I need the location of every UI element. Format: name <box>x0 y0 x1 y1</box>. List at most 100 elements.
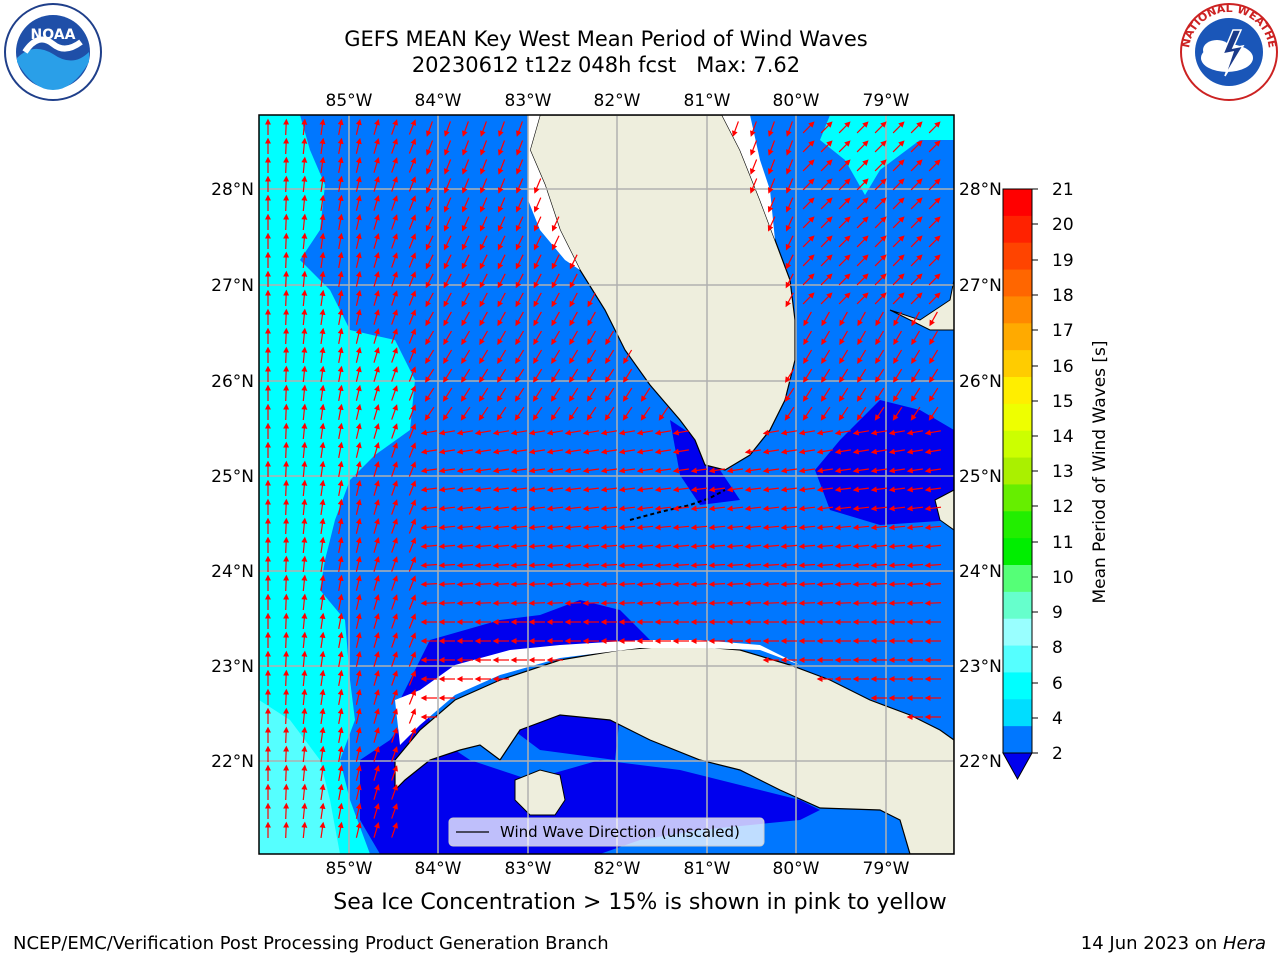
wave-direction-arrow <box>283 156 290 174</box>
wave-direction-arrow <box>373 176 380 192</box>
wave-direction-arrow <box>546 486 563 493</box>
wave-direction-arrow <box>319 517 326 534</box>
wave-direction-arrow <box>438 562 456 569</box>
wave-direction-arrow <box>654 448 671 455</box>
wave-direction-arrow <box>479 235 488 251</box>
wave-direction-arrow <box>408 119 417 135</box>
wave-direction-arrow <box>564 467 581 474</box>
wave-direction-arrow <box>834 505 852 512</box>
wave-direction-arrow <box>479 349 489 365</box>
map-frame <box>258 114 955 855</box>
wave-direction-arrow <box>283 536 290 554</box>
wave-direction-arrow <box>319 365 326 382</box>
wave-direction-arrow <box>460 387 471 402</box>
wave-direction-arrow <box>892 273 905 286</box>
wave-direction-arrow <box>492 543 510 550</box>
wave-direction-arrow <box>355 327 362 344</box>
wave-direction-arrow <box>893 330 903 346</box>
wave-direction-arrow <box>319 669 326 686</box>
wave-direction-arrow <box>515 159 524 175</box>
wave-direction-arrow <box>928 178 941 191</box>
wave-direction-arrow <box>708 486 725 493</box>
wave-direction-arrow <box>533 368 543 383</box>
noaa-logo: NOAA <box>4 3 102 101</box>
wave-direction-arrow <box>690 600 708 607</box>
wave-direction-arrow <box>928 197 941 210</box>
wave-direction-arrow <box>838 121 851 134</box>
wave-direction-arrow <box>420 505 438 512</box>
wave-direction-arrow <box>497 254 506 270</box>
wave-direction-arrow <box>924 505 942 512</box>
colorbar-segment <box>1003 565 1032 593</box>
wave-direction-arrow <box>355 422 362 439</box>
wave-direction-arrow <box>546 448 563 455</box>
wave-direction-arrow <box>892 140 905 153</box>
wave-direction-arrow <box>852 543 870 550</box>
colorbar-tick-label: 21 <box>1052 180 1074 200</box>
wave-direction-arrow <box>496 387 507 402</box>
wave-direction-arrow <box>551 330 561 346</box>
wave-direction-arrow <box>301 536 308 554</box>
wave-direction-arrow <box>785 178 794 194</box>
wave-direction-arrow <box>528 448 545 455</box>
wave-direction-arrow <box>391 556 398 572</box>
wave-direction-arrow <box>820 235 833 248</box>
wave-direction-arrow <box>839 368 849 383</box>
lon-tick: 79°W <box>863 859 910 879</box>
wave-direction-arrow <box>856 140 869 153</box>
wave-direction-arrow <box>587 292 596 308</box>
wave-direction-arrow <box>373 404 380 420</box>
wave-direction-arrow <box>425 159 434 175</box>
wave-direction-arrow <box>456 429 474 436</box>
wave-direction-arrow <box>420 543 438 550</box>
wave-direction-arrow <box>892 406 903 421</box>
wave-direction-arrow <box>443 216 452 232</box>
wave-direction-arrow <box>391 195 398 211</box>
noaa-logo-text: NOAA <box>31 27 76 43</box>
wave-direction-arrow <box>838 254 851 267</box>
wave-direction-arrow <box>461 254 470 270</box>
machine-name: Hera <box>1222 933 1266 954</box>
wave-direction-arrow <box>924 486 941 493</box>
wave-direction-arrow <box>474 448 491 455</box>
wave-direction-arrow <box>852 505 870 512</box>
colorbar-segment <box>1003 457 1032 485</box>
wave-direction-arrow <box>461 140 470 156</box>
wave-direction-arrow <box>497 216 506 232</box>
date-text: 14 Jun 2023 on Hera <box>1081 933 1266 954</box>
wave-direction-arrow <box>373 347 380 363</box>
wave-direction-arrow <box>420 562 438 569</box>
wave-direction-arrow <box>515 254 524 270</box>
map-legend: Wind Wave Direction (unscaled) <box>448 817 765 847</box>
wave-direction-arrow <box>510 524 528 531</box>
wave-direction-arrow <box>780 448 797 455</box>
wave-direction-arrow <box>816 543 834 550</box>
wave-direction-arrow <box>780 505 798 512</box>
wave-direction-arrow <box>319 612 326 629</box>
wave-direction-arrow <box>461 216 470 232</box>
wave-direction-arrow <box>874 197 887 210</box>
wave-direction-arrow <box>798 448 815 455</box>
wave-direction-arrow <box>460 406 471 421</box>
wave-direction-arrow <box>551 273 560 289</box>
wave-direction-arrow <box>492 562 510 569</box>
colorbar-extend <box>1002 752 1033 781</box>
wave-direction-arrow <box>443 292 452 308</box>
wave-direction-arrow <box>319 384 326 401</box>
wave-direction-arrow <box>474 581 492 588</box>
wave-direction-arrow <box>732 121 739 137</box>
wave-direction-arrow <box>373 708 380 724</box>
wave-direction-arrow <box>408 328 417 344</box>
wave-direction-arrow <box>515 368 525 383</box>
wave-direction-arrow <box>514 387 525 402</box>
wave-direction-arrow <box>533 178 542 194</box>
wave-direction-arrow <box>658 406 669 421</box>
wave-direction-arrow <box>479 159 488 175</box>
wave-direction-arrow <box>516 121 523 137</box>
wave-direction-arrow <box>672 600 690 607</box>
wave-direction-arrow <box>892 121 905 134</box>
wave-direction-arrow <box>391 442 398 458</box>
wave-direction-arrow <box>337 631 344 649</box>
wave-direction-arrow <box>337 669 344 687</box>
